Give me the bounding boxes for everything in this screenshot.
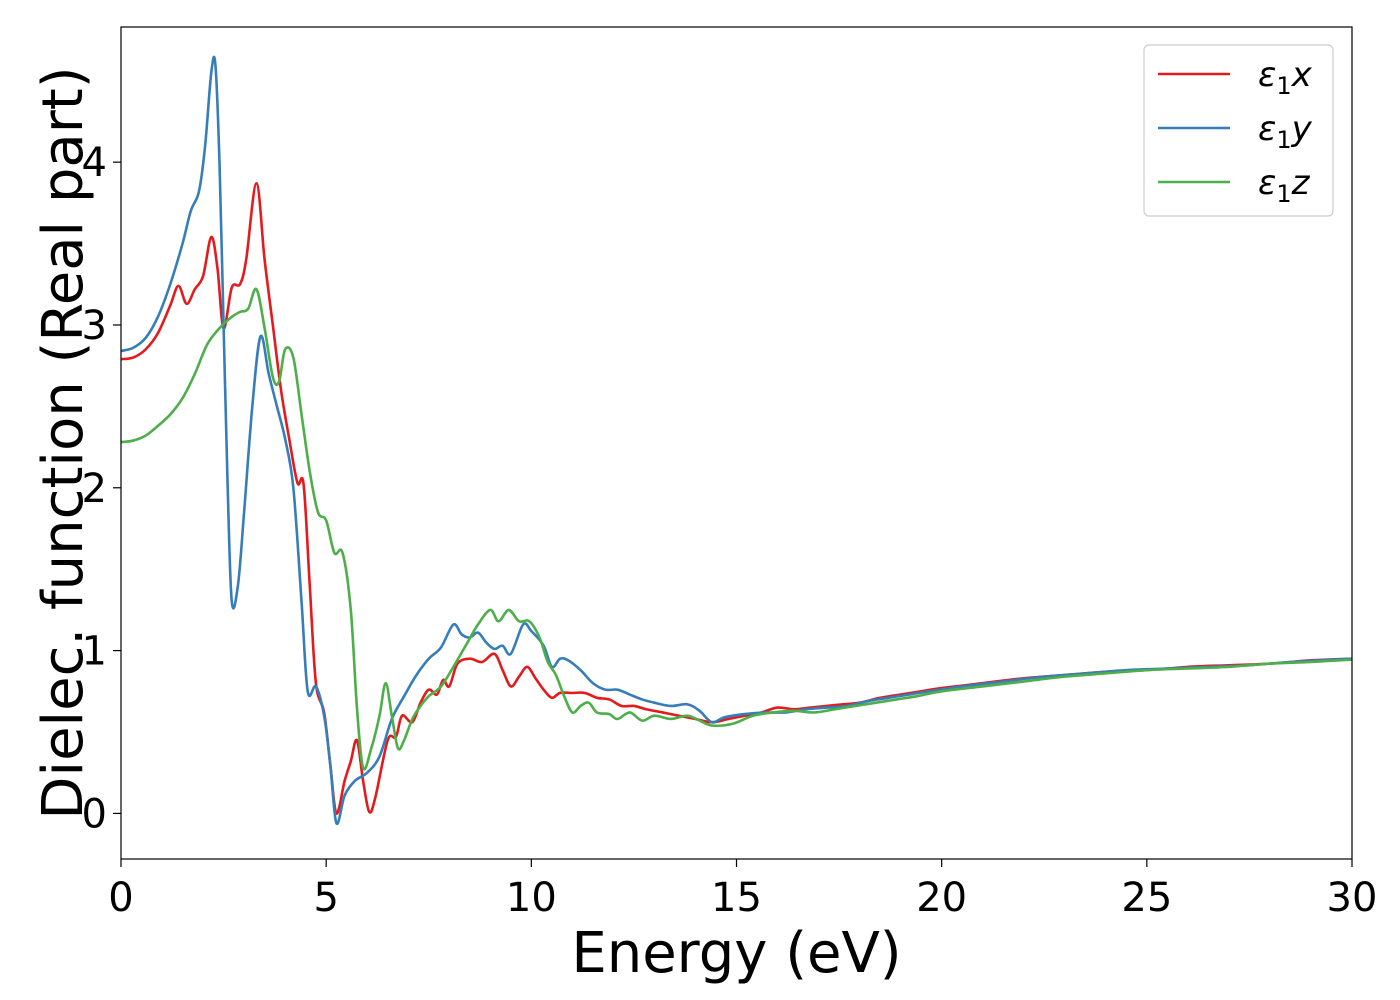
series-line-z — [121, 287, 1352, 771]
legend-label-z: ε1z — [1258, 163, 1311, 208]
x-tick-label: 15 — [711, 875, 762, 921]
x-tick-label: 20 — [916, 875, 967, 921]
legend-label-base: ε — [1258, 163, 1276, 203]
series-layer — [121, 55, 1352, 826]
legend-label-x: ε1x — [1258, 55, 1313, 100]
legend-label-suffix: z — [1291, 163, 1311, 203]
legend-label-subscript: 1 — [1276, 180, 1291, 208]
y-tick-label: 1 — [82, 629, 107, 675]
y-axis: 0 1 2 3 4 — [82, 140, 121, 837]
legend-label-base: ε — [1258, 109, 1276, 149]
x-tick-label: 5 — [313, 875, 338, 921]
x-tick-label: 25 — [1121, 875, 1172, 921]
legend-label-subscript: 1 — [1276, 72, 1291, 100]
series-line-x — [121, 182, 1352, 815]
y-axis-title: Dielec. function (Real part) — [31, 66, 96, 819]
y-tick-label: 3 — [82, 303, 107, 349]
legend-label-y: ε1y — [1258, 109, 1313, 154]
legend-label-subscript: 1 — [1276, 126, 1291, 154]
legend-box — [1143, 44, 1334, 217]
y-tick-label: 2 — [82, 466, 107, 512]
x-tick-label: 10 — [506, 875, 557, 921]
y-tick-label: 4 — [82, 140, 107, 186]
x-axis-title: Energy (eV) — [571, 921, 901, 986]
x-tick-label: 30 — [1327, 875, 1378, 921]
x-tick-label: 0 — [108, 875, 133, 921]
y-tick-label: 0 — [82, 791, 107, 837]
legend-label-suffix: x — [1291, 55, 1313, 95]
legend-label-base: ε — [1258, 55, 1276, 95]
legend-label-suffix: y — [1291, 109, 1313, 149]
x-axis: 0 5 10 15 20 25 30 — [108, 859, 1377, 921]
